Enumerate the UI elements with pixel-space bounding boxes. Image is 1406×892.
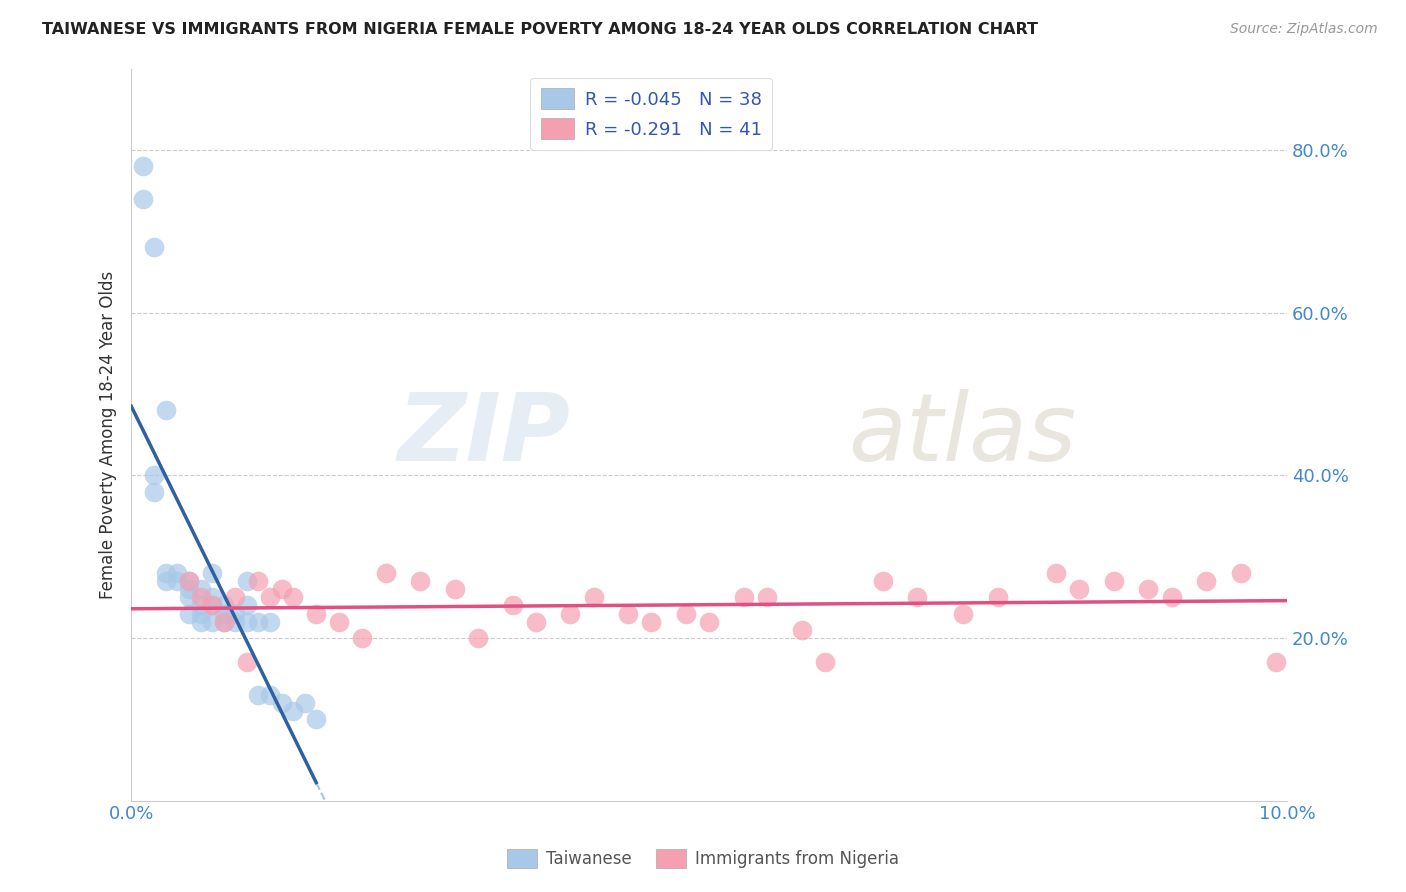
Point (617, 607, 640, 621)
Point (247, 574, 270, 588)
Point (1264, 656, 1286, 670)
Point (259, 688, 281, 702)
Point (177, 607, 200, 621)
Point (270, 582, 292, 596)
Point (190, 599, 212, 613)
Point (560, 607, 582, 621)
Point (697, 615, 720, 629)
Point (190, 607, 212, 621)
Point (328, 615, 350, 629)
Point (259, 591, 281, 605)
Text: atlas: atlas (848, 389, 1076, 480)
Point (409, 574, 432, 588)
Point (166, 566, 188, 580)
Point (352, 631, 374, 645)
Point (201, 599, 224, 613)
Point (294, 696, 316, 710)
Point (259, 615, 281, 629)
Point (236, 599, 259, 613)
Point (190, 582, 212, 596)
Point (1160, 591, 1182, 605)
Point (1067, 582, 1090, 596)
Point (236, 574, 259, 588)
Point (640, 615, 662, 629)
Point (1102, 574, 1125, 588)
Point (236, 615, 259, 629)
Point (247, 688, 270, 702)
Point (177, 574, 200, 588)
Point (155, 574, 177, 588)
Point (281, 591, 304, 605)
Point (733, 591, 755, 605)
Point (177, 582, 200, 596)
Point (201, 615, 224, 629)
Point (1195, 574, 1218, 588)
Text: Source: ZipAtlas.com: Source: ZipAtlas.com (1230, 22, 1378, 37)
Point (201, 599, 224, 613)
Point (190, 615, 212, 629)
Point (177, 591, 200, 605)
Point (524, 615, 547, 629)
Point (155, 403, 177, 417)
Point (952, 607, 974, 621)
Point (675, 607, 697, 621)
Point (755, 591, 778, 605)
Point (1137, 582, 1160, 596)
Point (177, 574, 200, 588)
Point (467, 631, 489, 645)
Point (281, 704, 304, 718)
Point (212, 607, 235, 621)
Point (247, 615, 270, 629)
Point (305, 712, 328, 726)
Point (987, 591, 1010, 605)
Point (582, 591, 605, 605)
Point (305, 607, 328, 621)
Point (224, 591, 246, 605)
Point (224, 607, 246, 621)
Point (212, 615, 235, 629)
Text: TAIWANESE VS IMMIGRANTS FROM NIGERIA FEMALE POVERTY AMONG 18-24 YEAR OLDS CORREL: TAIWANESE VS IMMIGRANTS FROM NIGERIA FEM… (42, 22, 1038, 37)
Point (166, 574, 188, 588)
Point (212, 615, 235, 629)
Point (905, 591, 928, 605)
Point (814, 656, 837, 670)
Point (502, 599, 524, 613)
Point (190, 591, 212, 605)
Point (236, 656, 259, 670)
Point (270, 696, 292, 710)
Point (1045, 566, 1067, 580)
Text: ZIP: ZIP (398, 389, 571, 481)
Point (201, 566, 224, 580)
Point (374, 566, 396, 580)
Point (444, 582, 467, 596)
Point (155, 566, 177, 580)
Point (872, 574, 894, 588)
Point (143, 484, 166, 499)
Point (132, 159, 155, 173)
Point (132, 192, 155, 206)
Y-axis label: Female Poverty Among 18-24 Year Olds: Female Poverty Among 18-24 Year Olds (100, 270, 117, 599)
Point (790, 623, 813, 637)
Legend: Taiwanese, Immigrants from Nigeria: Taiwanese, Immigrants from Nigeria (501, 842, 905, 875)
Point (224, 615, 246, 629)
Point (1230, 566, 1253, 580)
Point (201, 591, 224, 605)
Legend: R = -0.045   N = 38, R = -0.291   N = 41: R = -0.045 N = 38, R = -0.291 N = 41 (530, 78, 772, 150)
Point (143, 240, 166, 254)
Point (143, 468, 166, 483)
Point (212, 599, 235, 613)
